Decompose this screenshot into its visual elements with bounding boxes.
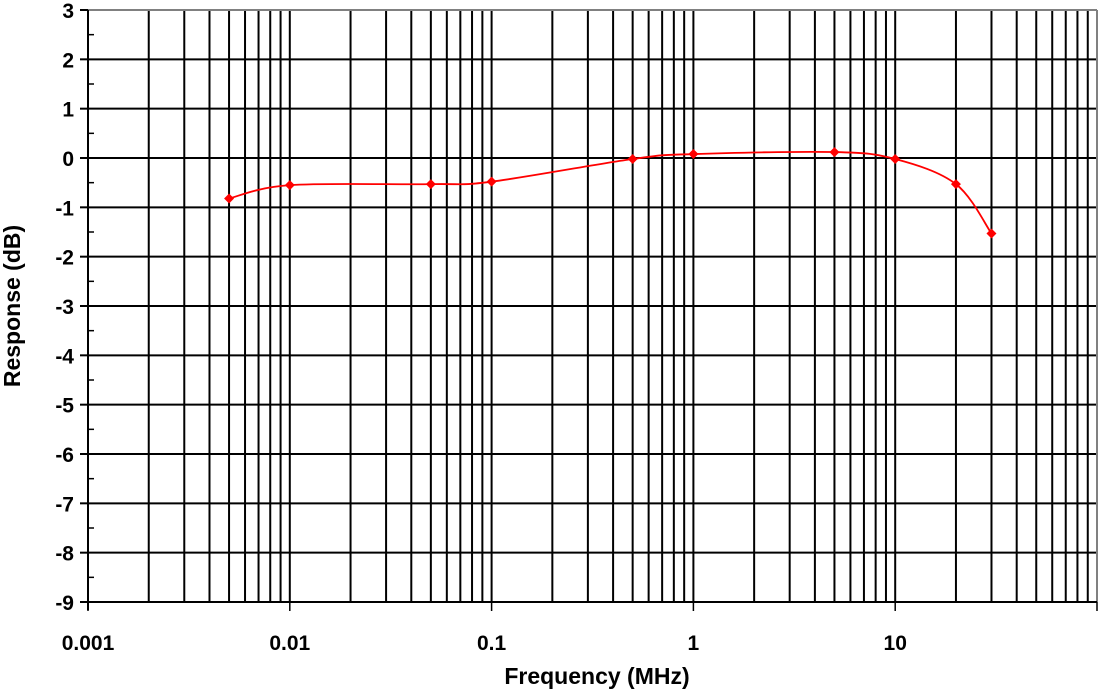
y-tick-label: -5	[55, 395, 74, 418]
y-tick-label: -9	[55, 592, 74, 615]
diamond-marker	[829, 147, 840, 158]
y-tick-label: 3	[62, 0, 74, 23]
y-tick-label: -7	[55, 493, 74, 516]
diamond-marker	[950, 179, 961, 190]
y-tick-label: 2	[62, 49, 74, 72]
diamond-marker	[224, 193, 235, 204]
diamond-marker	[986, 228, 997, 239]
series-line	[228, 150, 993, 235]
diamond-marker	[688, 149, 699, 160]
y-tick-label: -3	[55, 296, 74, 319]
y-tick-label: 0	[62, 148, 74, 171]
y-axis-title: Response (dB)	[0, 225, 25, 387]
x-axis-title: Frequency (MHz)	[504, 663, 689, 689]
x-tick-label: 1	[688, 632, 700, 655]
y-tick-label: -4	[55, 345, 74, 368]
data-series	[224, 147, 997, 239]
y-tick-label: -1	[55, 197, 74, 220]
diamond-marker	[890, 153, 901, 164]
diamond-marker	[486, 176, 497, 187]
y-tick-label: -8	[55, 543, 74, 566]
x-tick-label: 0.01	[269, 632, 310, 655]
plot-grid	[88, 9, 1097, 603]
axes	[80, 9, 1098, 611]
diamond-marker	[284, 180, 295, 191]
diamond-marker	[627, 153, 638, 164]
x-tick-label: 0.1	[477, 632, 507, 655]
x-tick-label: 0.001	[62, 632, 115, 655]
diamond-marker	[425, 179, 436, 190]
y-tick-label: -2	[55, 247, 74, 270]
y-tick-label: 1	[62, 99, 74, 122]
x-tick-label: 10	[884, 632, 907, 655]
y-tick-label: -6	[55, 444, 74, 467]
